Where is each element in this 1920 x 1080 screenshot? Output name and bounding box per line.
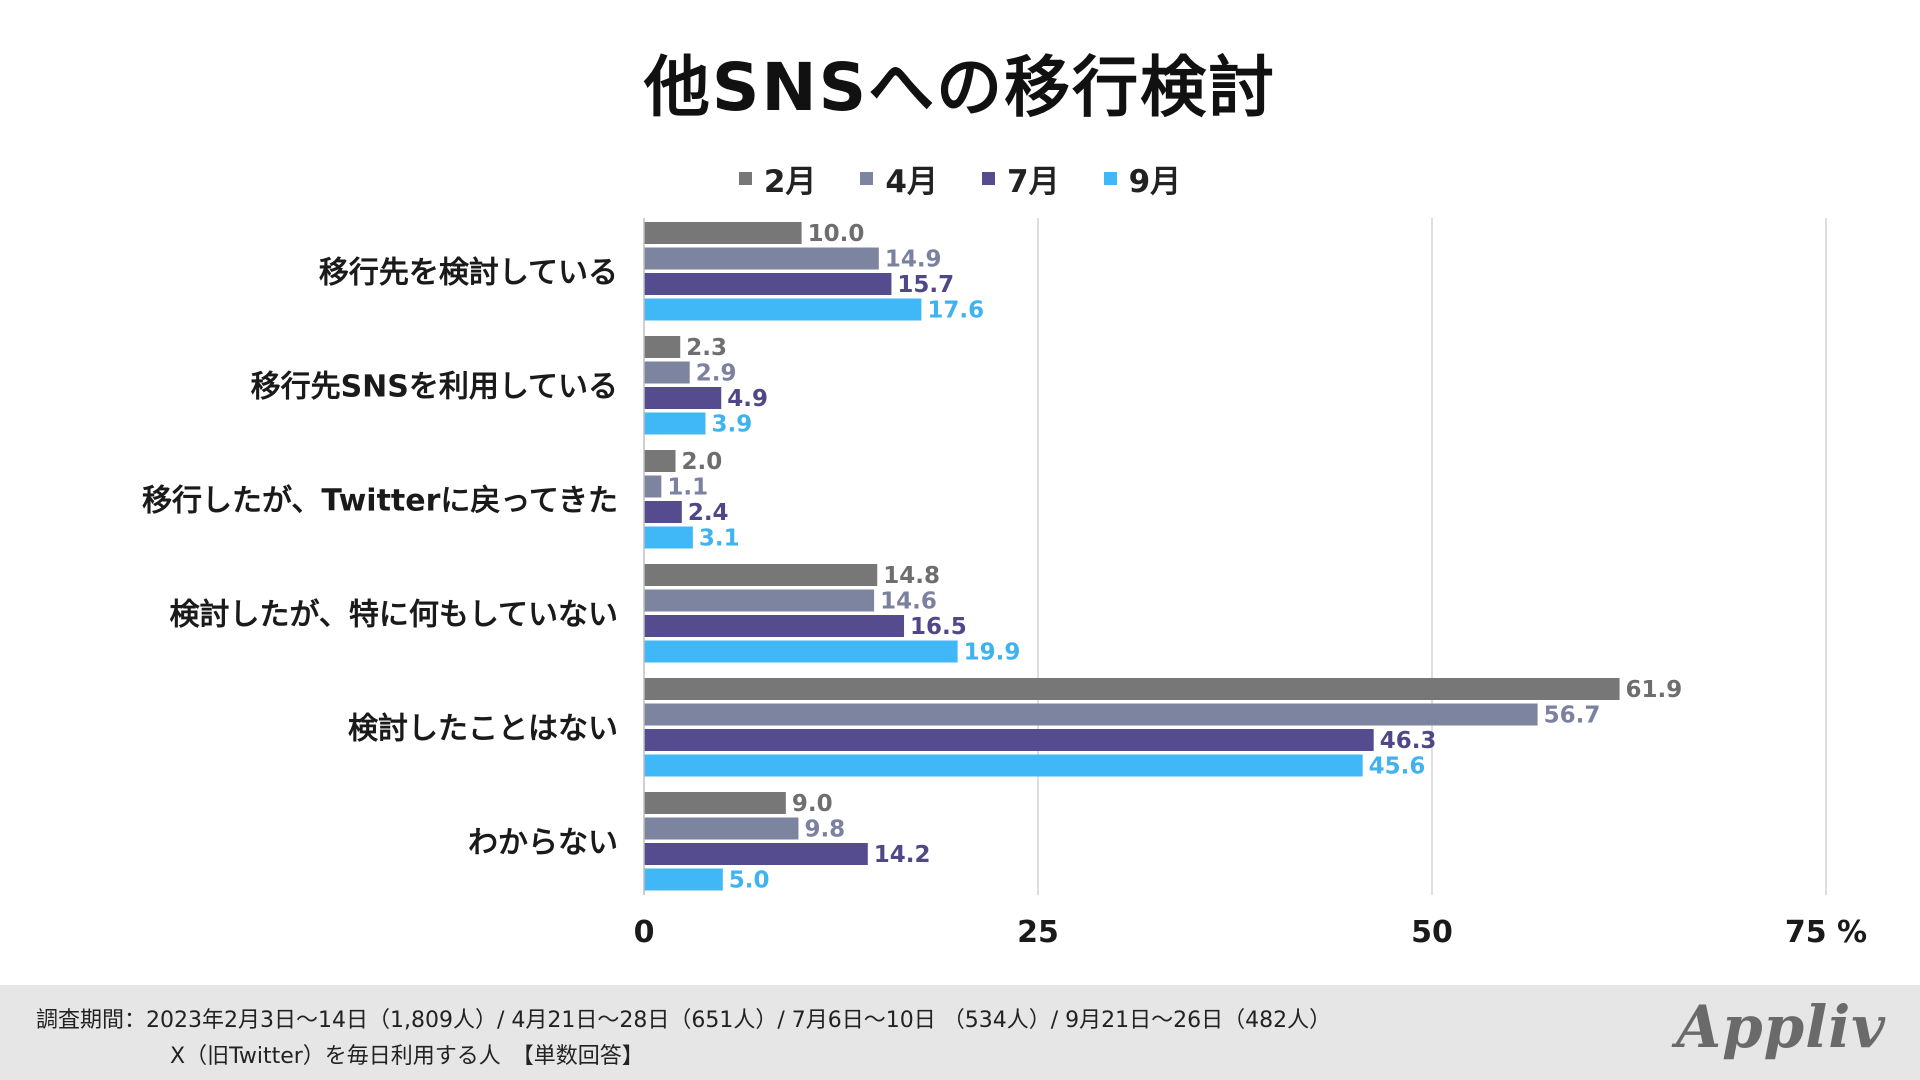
bar-chart: 10.0 14.915.717.6 移行先を検討している 2.32.94.93.9 移行… [142,218,1867,950]
bar-4-9 [644,754,1363,777]
data-label-0-7: 15.7 [897,272,954,298]
legend: 2月 4月 7月 9月 [0,156,1920,201]
data-label-3-7: 16.5 [910,614,967,640]
survey-period-note: 調査期間：2023年2月3日〜14日（1,809人）/ 4月21日〜28日（65… [36,1008,1332,1033]
legend-label-1: 4月 [885,164,938,200]
legend-swatch-3 [1103,172,1117,185]
x-tick-label-3: 75 % [1785,915,1867,950]
legend-item-1: 4月 [860,156,938,201]
chart-title: 他SNSへの移行検討 [643,49,1277,126]
category-label-0: 移行先を検討している [319,255,618,290]
data-label-5-9: 5.0 [729,868,770,894]
bar-5-4 [644,817,799,840]
category-label-2: 移行したが、Twitterに戻ってきた [142,483,618,518]
data-label-5-2: 9.0 [792,791,833,817]
legend-label-2: 7月 [1007,164,1060,200]
bar-3-9 [644,640,958,663]
bar-0-9 [644,298,922,321]
bar-1-2 [644,336,681,358]
data-label-5-7: 14.2 [874,842,931,868]
bar-1-4 [644,361,690,384]
bar-4-4 [644,703,1538,726]
data-label-3-9: 19.9 [964,640,1021,666]
data-label-1-9: 3.9 [711,412,752,438]
category-label-4: 検討したことはない [348,711,618,746]
x-tick-label-1: 25 [1017,915,1059,950]
data-label-1-2: 2.3 [686,335,727,361]
bar-3-2 [644,564,878,586]
data-label-0-4: 14.9 [885,247,942,273]
bar-3-7 [644,615,905,637]
bar-2-7 [644,501,682,523]
x-tick-label-2: 50 [1411,915,1453,950]
legend-item-2: 7月 [982,156,1060,201]
bar-3-4 [644,589,875,612]
legend-swatch-1 [860,172,874,185]
bar-0-2 [644,222,802,244]
bar-4-2 [644,678,1620,700]
data-label-5-4: 9.8 [804,817,845,843]
x-tick-label-0: 0 [634,915,655,950]
legend-swatch-2 [982,172,995,185]
survey-target-note: X（旧Twitter）を毎日利用する人 【単数回答】 [170,1044,644,1069]
bar-5-9 [644,868,723,891]
legend-label-0: 2月 [763,164,817,200]
data-label-4-9: 45.6 [1369,754,1426,780]
data-label-4-7: 46.3 [1380,728,1437,754]
bar-5-7 [644,843,868,865]
legend-swatch-0 [738,172,752,185]
legend-item-3: 9月 [1103,156,1182,201]
category-label-3: 検討したが、特に何もしていない [170,597,619,632]
bar-4-7 [644,729,1374,751]
data-label-2-4: 1.1 [667,475,708,501]
legend-label-3: 9月 [1128,164,1182,200]
bar-5-2 [644,792,786,814]
data-label-1-7: 4.9 [727,386,768,412]
brand-logo: Appliv [1676,993,1886,1061]
data-label-4-2: 61.9 [1626,677,1683,703]
data-label-2-2: 2.0 [682,449,723,475]
data-label-3-2: 14.8 [883,563,940,589]
data-label-2-7: 2.4 [688,500,729,526]
category-label-5: わからない [468,825,618,860]
legend-item-0: 2月 [738,156,817,201]
bar-1-9 [644,412,706,435]
footer: 調査期間：2023年2月3日〜14日（1,809人）/ 4月21日〜28日（65… [0,985,1920,1080]
bar-2-4 [644,475,662,498]
data-label-0-9: 17.6 [927,298,984,324]
data-label-4-4: 56.7 [1544,703,1601,729]
bar-2-9 [644,526,693,549]
data-label-0-2: 10.0 [808,221,865,247]
category-label-1: 移行先SNSを利用している [251,369,618,404]
bar-2-2 [644,450,676,472]
data-label-2-9: 3.1 [699,526,740,552]
bar-0-7 [644,273,892,295]
bar-1-7 [644,387,722,409]
bar-0-4 [644,247,879,270]
data-label-3-4: 14.6 [880,589,937,615]
data-label-1-4: 2.9 [696,361,737,387]
